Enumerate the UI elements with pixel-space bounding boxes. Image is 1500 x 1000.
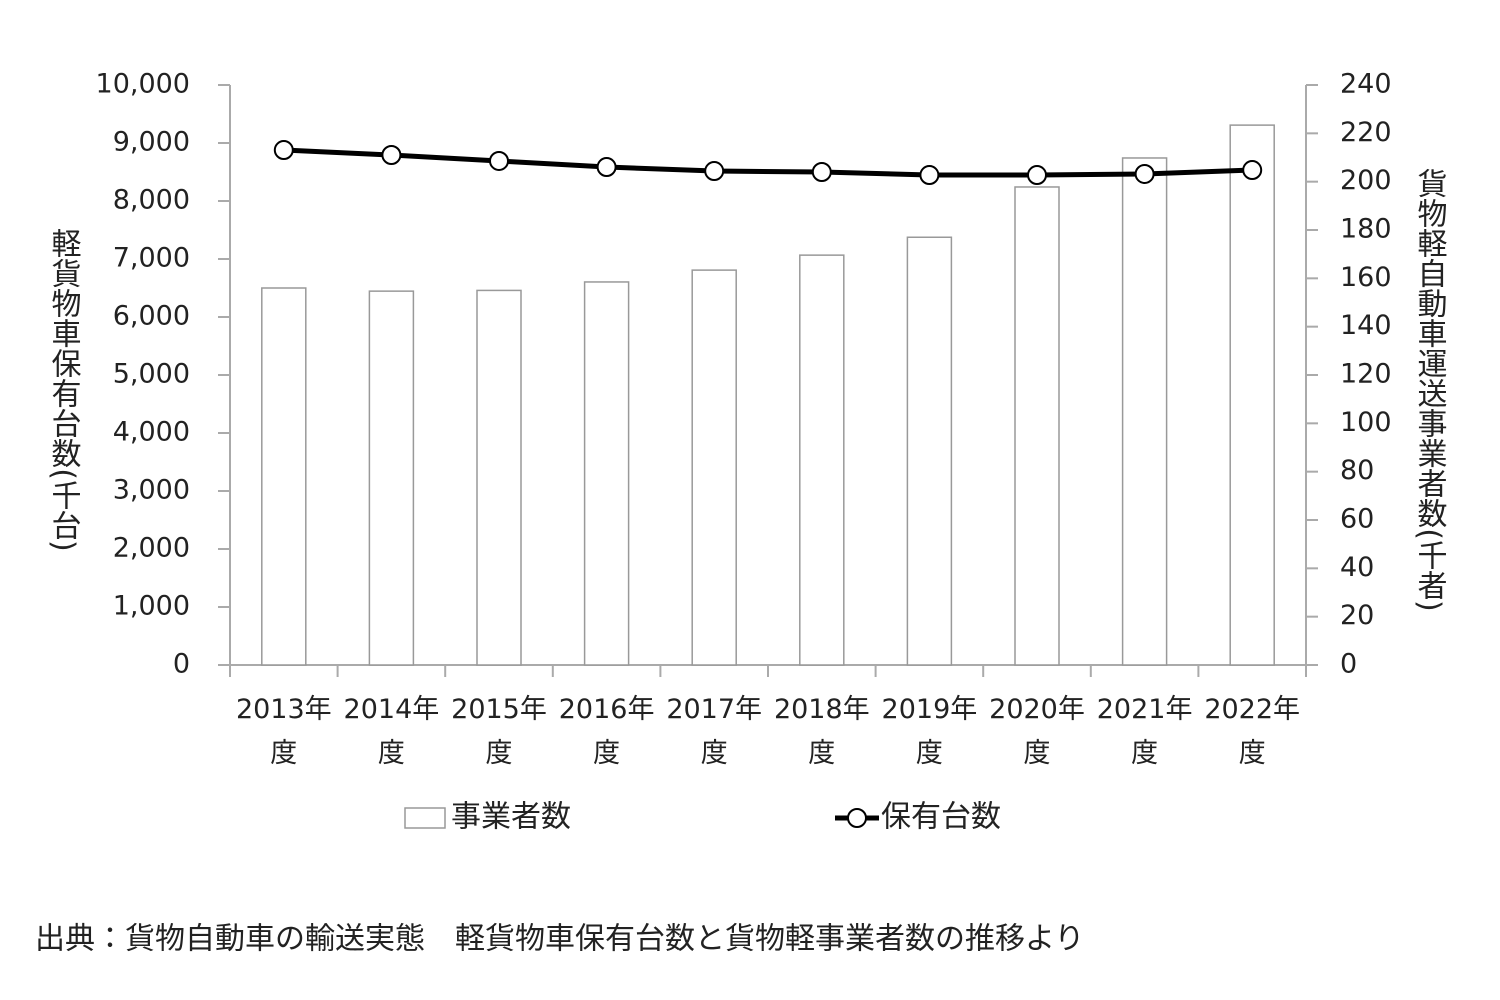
- x-tick-label: 2015年度: [451, 694, 547, 769]
- y2-tick-label: 140: [1340, 310, 1392, 341]
- line: [283, 147, 1253, 178]
- bar: [476, 289, 522, 666]
- legend-swatch-marker: [847, 808, 867, 828]
- bar: [1014, 186, 1060, 666]
- x-tick-label: 2013年度: [235, 694, 332, 769]
- bar: [261, 287, 307, 666]
- y-tick-label: 9,000: [113, 127, 190, 158]
- y2-axis-title: 貨物軽自動車運送事業者数(千者): [1412, 168, 1448, 611]
- line-marker: [489, 150, 509, 171]
- y2-tick-label: 60: [1340, 504, 1374, 535]
- y-tick-label: 3,000: [113, 475, 190, 506]
- bar: [583, 281, 630, 666]
- y-tick-label: 6,000: [113, 301, 190, 332]
- bar: [906, 236, 953, 666]
- y2-tick-label: 160: [1340, 262, 1392, 293]
- legend-swatch: [404, 807, 446, 829]
- y2-tick-label: 40: [1340, 552, 1374, 583]
- line-marker: [811, 162, 832, 182]
- y-tick-label: 0: [173, 649, 190, 680]
- x-tick-label: 2014年度: [343, 694, 440, 769]
- legend-label: 保有台数: [881, 800, 1001, 835]
- y-axis-title: 軽貨物車保有台数(千台): [46, 228, 82, 551]
- line-marker: [381, 145, 402, 166]
- line-marker: [1242, 160, 1263, 181]
- y-tick-label: 2,000: [113, 533, 190, 564]
- bar: [799, 254, 845, 666]
- y2-tick-label: 0: [1340, 649, 1357, 680]
- y2-tick-label: 100: [1340, 407, 1392, 438]
- x-tick-label: 2021年度: [1096, 694, 1193, 769]
- x-tick-label: 2020年度: [989, 694, 1085, 769]
- y-tick-label: 8,000: [113, 185, 190, 216]
- bar: [1229, 124, 1275, 666]
- y-tick-label: 1,000: [113, 591, 190, 622]
- y-tick-label: 10,000: [96, 69, 190, 100]
- line-marker: [273, 140, 294, 161]
- bar: [1121, 157, 1168, 666]
- line-marker: [1027, 165, 1047, 186]
- y2-tick-label: 240: [1340, 69, 1392, 100]
- y-tick-label: 5,000: [113, 359, 190, 390]
- x-tick-label: 2018年度: [773, 694, 870, 769]
- x-tick-label: 2022年度: [1204, 694, 1301, 769]
- y2-tick-label: 80: [1340, 455, 1374, 486]
- y2-tick-label: 120: [1340, 359, 1392, 390]
- line-marker: [704, 161, 725, 182]
- legend-label: 事業者数: [451, 800, 571, 835]
- y-tick-label: 4,000: [113, 417, 190, 448]
- source-note: 出典：貨物自動車の輸送実態 軽貨物車保有台数と貨物軽事業者数の推移より: [35, 922, 1084, 957]
- line-marker: [919, 165, 940, 186]
- line-marker: [1134, 163, 1155, 184]
- bar: [691, 269, 737, 666]
- y2-tick-label: 220: [1340, 117, 1392, 148]
- y2-tick-label: 200: [1340, 165, 1392, 196]
- y2-tick-label: 20: [1340, 600, 1374, 631]
- bar: [368, 290, 415, 666]
- line-marker: [596, 157, 617, 178]
- y-tick-label: 7,000: [113, 243, 190, 274]
- x-tick-label: 2017年度: [666, 694, 763, 769]
- y2-tick-label: 180: [1340, 214, 1392, 245]
- x-tick-label: 2019年度: [881, 694, 978, 769]
- x-tick-label: 2016年度: [558, 694, 655, 769]
